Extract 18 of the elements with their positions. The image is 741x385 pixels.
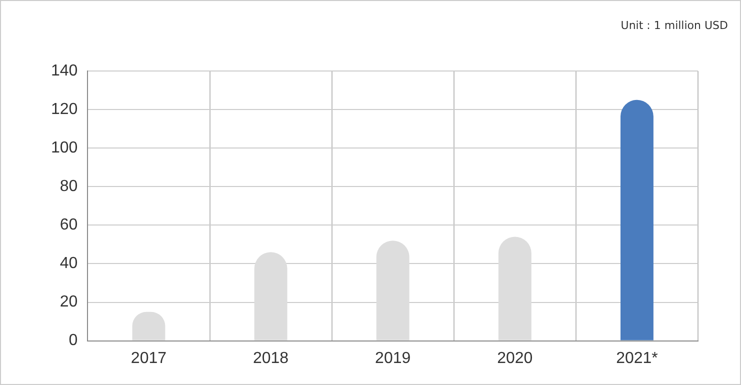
y-tick-label: 0 [68,332,78,350]
bar [620,100,654,340]
text: Unit : 1 million USD [620,19,728,32]
y-tick-label: 100 [50,139,78,156]
bar [254,252,288,340]
bar [498,236,532,340]
y-tick-label: 80 [60,178,78,196]
x-tick-label: 2020 [497,350,533,367]
x-tick-label: 2017 [130,350,167,367]
y-tick-label: 40 [60,255,78,272]
x-tick-label: 2019 [375,350,411,367]
y-tick-label: 20 [60,294,78,311]
bar [376,240,410,340]
x-tick-label: 2018 [252,350,289,367]
y-tick-label: 60 [60,216,78,234]
x-tick-label: 2021* [616,350,658,367]
y-tick-label: 120 [50,100,78,118]
y-tick-label: 140 [50,62,78,80]
